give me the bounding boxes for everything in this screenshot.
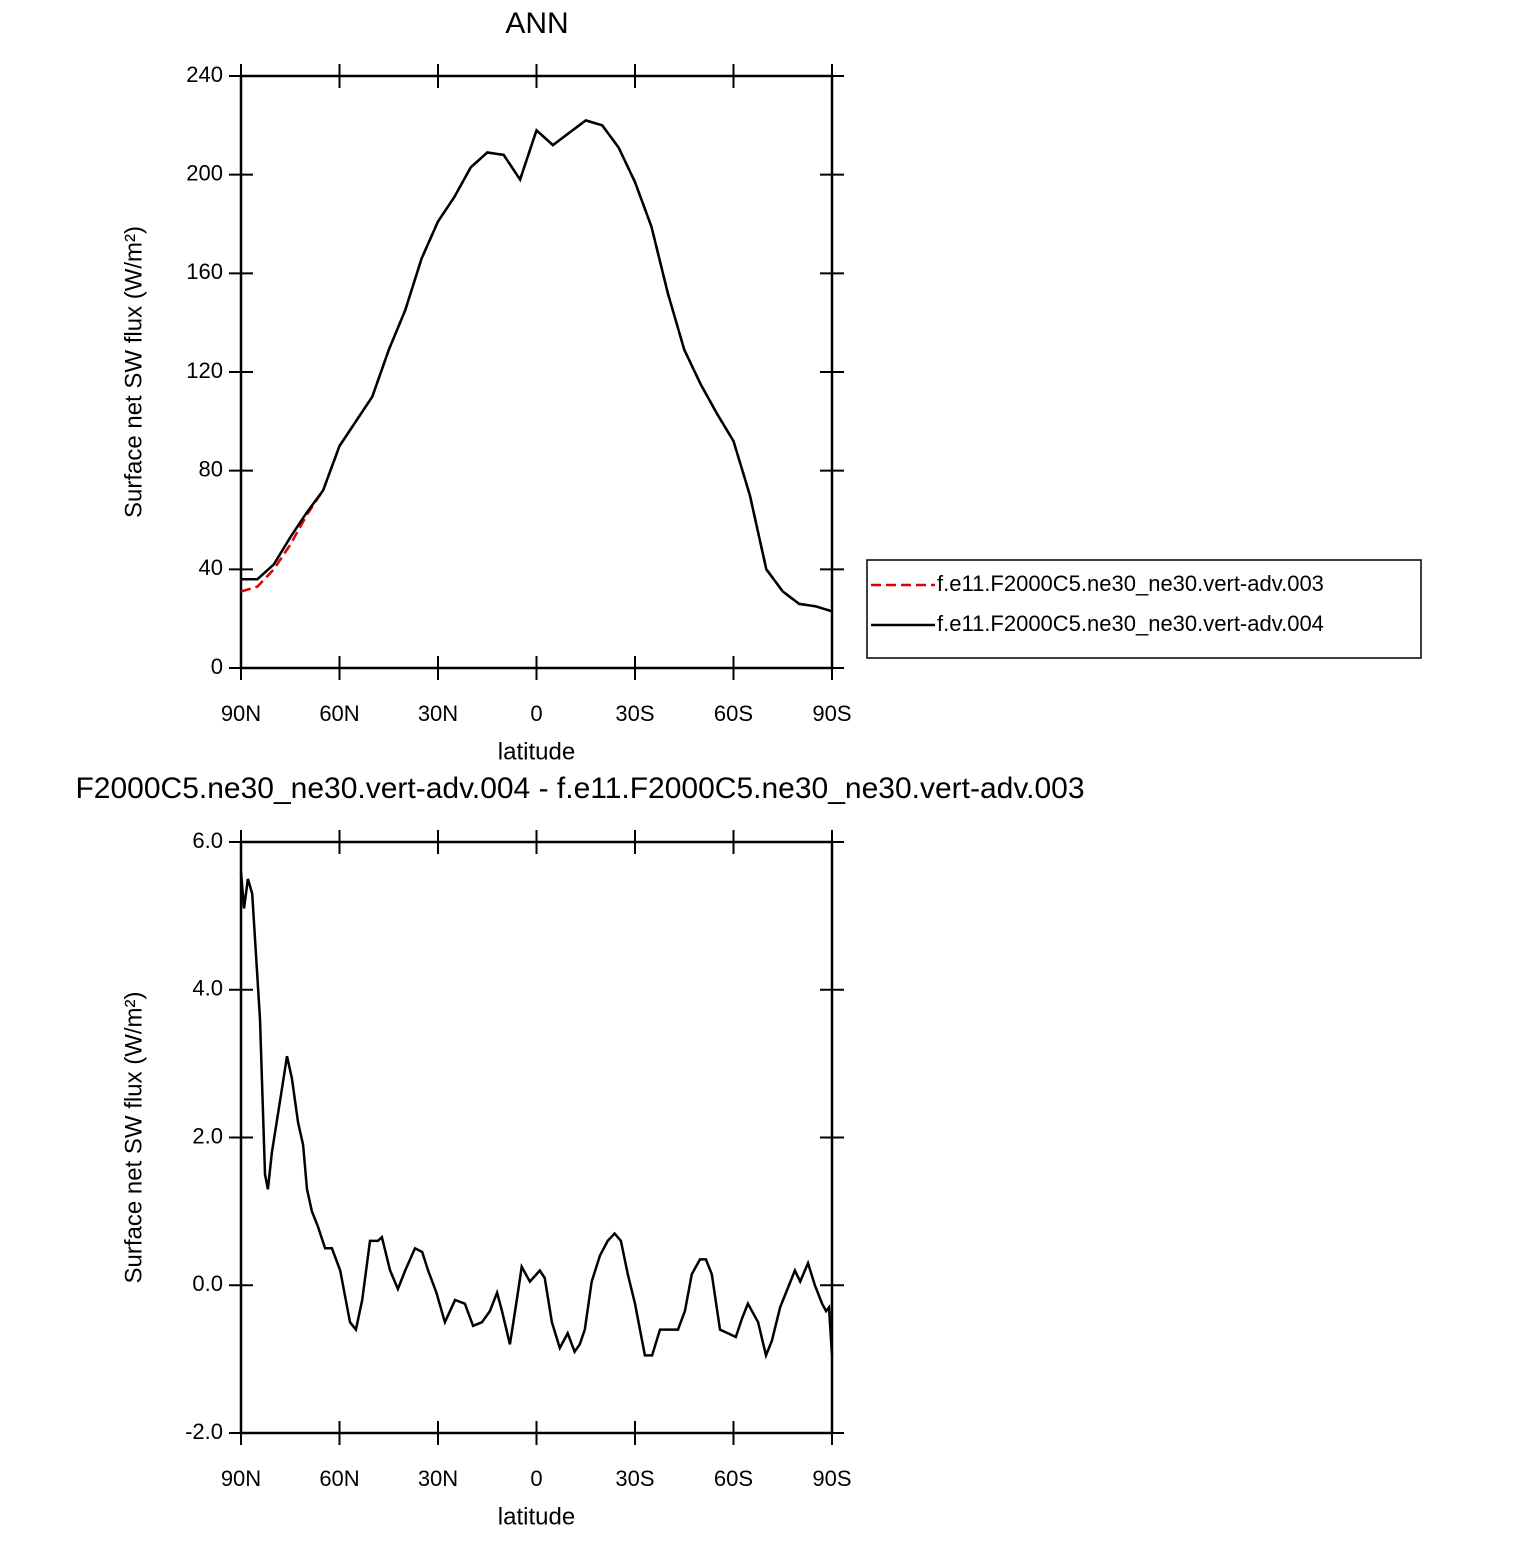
data-line	[239, 871, 834, 1360]
x-tick-label: 0	[530, 701, 542, 726]
x-tick-label: 60N	[319, 701, 359, 726]
x-axis-label: latitude	[498, 1503, 575, 1530]
y-tick-label: 40	[199, 555, 223, 580]
y-tick-label: 4.0	[192, 976, 223, 1001]
x-tick-label: 30N	[418, 1466, 458, 1491]
y-tick-label: 0	[211, 654, 223, 679]
plot-frame	[239, 74, 834, 670]
y-tick-label: -2.0	[185, 1419, 223, 1444]
y-tick-label: 120	[186, 358, 223, 383]
x-tick-label: 60N	[319, 1466, 359, 1491]
x-tick-label: 90S	[812, 1466, 851, 1491]
data-line	[241, 119, 833, 613]
x-tick-label: 60S	[714, 701, 753, 726]
y-axis-label: Surface net SW flux (W/m²)	[120, 226, 147, 518]
y-tick-label: 240	[186, 62, 223, 87]
y-tick-label: 6.0	[192, 828, 223, 853]
y-tick-label: 2.0	[192, 1123, 223, 1148]
x-tick-label: 0	[530, 1466, 542, 1491]
x-tick-label: 30S	[615, 1466, 654, 1491]
plot-frame	[239, 840, 834, 1435]
legend-box	[866, 559, 1422, 659]
y-tick-label: 200	[186, 160, 223, 185]
y-tick-label: 0.0	[192, 1271, 223, 1296]
chart-title: F2000C5.ne30_ne30.vert-adv.004 - f.e11.F…	[75, 772, 1084, 805]
legend-label: f.e11.F2000C5.ne30_ne30.vert-adv.004	[937, 611, 1324, 636]
legend-label: f.e11.F2000C5.ne30_ne30.vert-adv.003	[937, 571, 1324, 596]
data-line	[240, 119, 833, 613]
y-axis-label: Surface net SW flux (W/m²)	[120, 991, 147, 1283]
x-tick-label: 90N	[221, 1466, 261, 1491]
x-tick-label: 30S	[615, 701, 654, 726]
x-tick-label: 30N	[418, 701, 458, 726]
y-tick-label: 80	[199, 456, 223, 481]
x-axis-label: latitude	[498, 738, 575, 765]
x-tick-label: 60S	[714, 1466, 753, 1491]
chart-title: ANN	[505, 7, 568, 40]
x-tick-label: 90N	[221, 701, 261, 726]
x-tick-label: 90S	[812, 701, 851, 726]
y-tick-label: 160	[186, 259, 223, 284]
